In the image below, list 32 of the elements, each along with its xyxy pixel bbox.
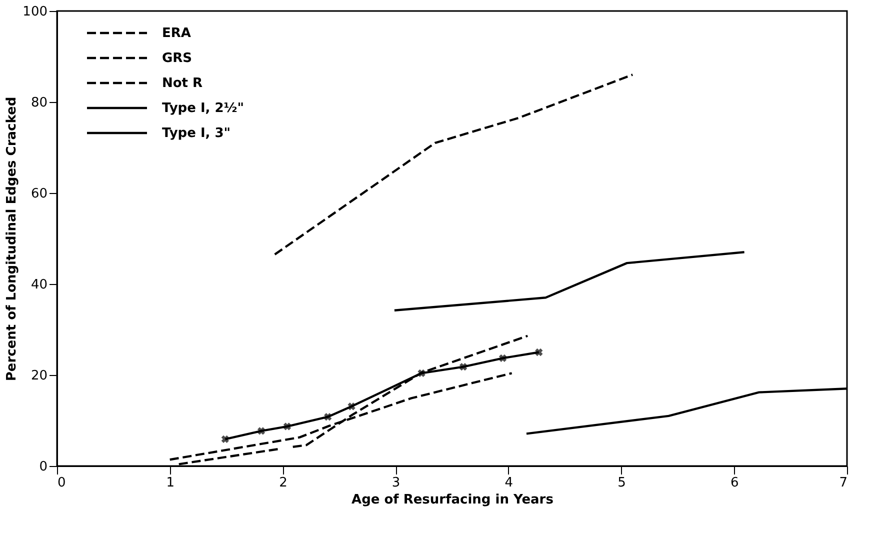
point xyxy=(418,369,426,378)
y-tick-label: 100 xyxy=(22,4,48,20)
line-series xyxy=(274,74,634,256)
x-axis-title: Age of Resurfacing in Years xyxy=(352,492,554,508)
y-axis-title: Percent of Longitudinal Edges Cracked xyxy=(4,96,20,382)
x-tick-label: 6 xyxy=(730,476,739,490)
point xyxy=(221,435,229,443)
y-tick-label: 40 xyxy=(30,278,48,292)
legend-label: Type I, 2½" xyxy=(162,101,244,116)
point xyxy=(535,348,543,356)
x-tick-label: 7 xyxy=(839,476,848,490)
legend-label: Type I, 3" xyxy=(162,126,231,141)
y-tick-label: 80 xyxy=(30,96,48,110)
legend-label: GRS xyxy=(162,51,192,66)
y-tick-label: 20 xyxy=(30,368,48,384)
x-tick-label: 0 xyxy=(58,476,66,490)
point xyxy=(348,402,356,410)
point xyxy=(459,362,468,371)
y-tick-label: 60 xyxy=(30,186,48,202)
x-tick-label: 2 xyxy=(279,476,288,490)
x-tick-label: 4 xyxy=(504,476,514,490)
point xyxy=(324,413,332,421)
x-tick-label: 5 xyxy=(618,476,626,490)
point xyxy=(498,354,507,362)
point xyxy=(257,427,266,435)
line-series xyxy=(393,251,746,312)
legend-label: ERA xyxy=(162,26,191,41)
point xyxy=(283,422,292,430)
x-tick-label: 1 xyxy=(166,476,174,490)
x-tick-label: 3 xyxy=(392,476,400,490)
legend-label: Not R xyxy=(162,76,203,91)
y-tick-label: 0 xyxy=(39,460,48,474)
